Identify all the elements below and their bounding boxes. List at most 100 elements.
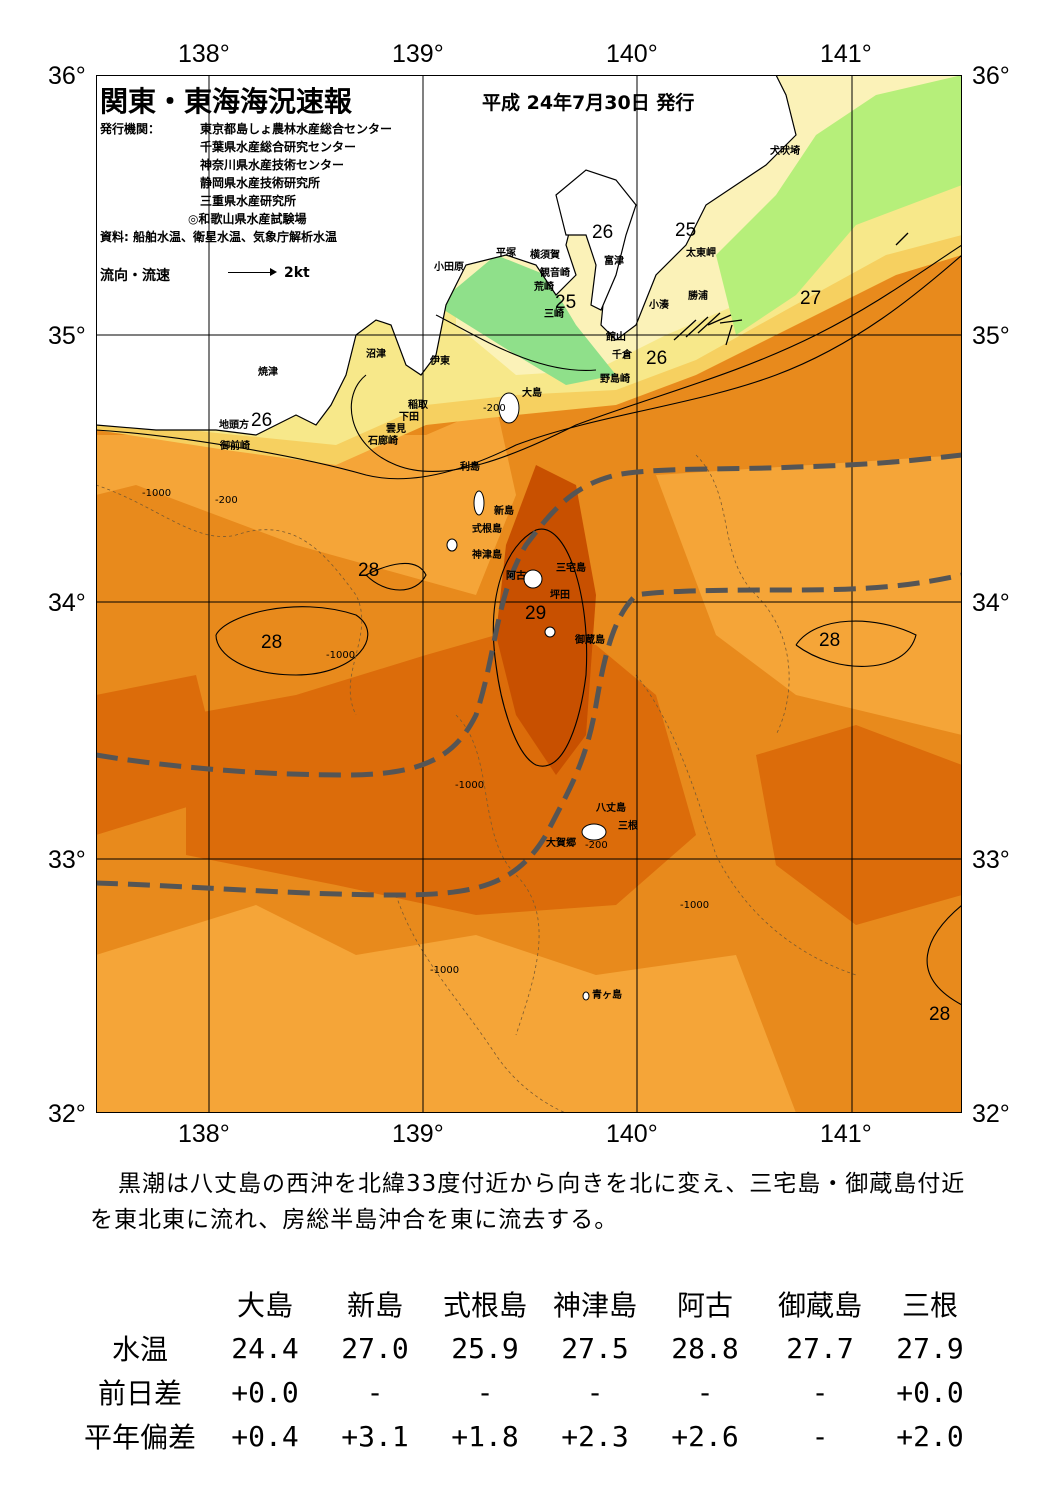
depth-contours xyxy=(95,454,857,1114)
map-canvas xyxy=(95,74,963,1114)
isotherm-label: 28 xyxy=(358,560,380,581)
place-label: 館山 xyxy=(606,332,626,343)
place-label: 八丈島 xyxy=(596,803,626,814)
table-cell: +2.0 xyxy=(896,1419,964,1453)
legend-arrow-head xyxy=(270,268,277,276)
island-hachijojima xyxy=(581,823,607,841)
place-label: 横須賀 xyxy=(530,250,560,261)
station-header: 三根 xyxy=(901,1289,958,1322)
lat-tick: 33° xyxy=(972,846,1010,874)
ocean-28-region-east xyxy=(656,455,962,735)
kuroshio-core xyxy=(496,465,596,775)
sagami-green xyxy=(436,255,616,385)
island-niijima xyxy=(473,490,485,516)
current-arrows xyxy=(673,232,909,346)
isotherm-label: 28 xyxy=(819,630,841,651)
lat-tick: 32° xyxy=(972,1100,1010,1128)
isotherm-label: 29 xyxy=(525,603,547,624)
issue-date: 平成 24年7月30日 発行 xyxy=(482,92,695,114)
isotherm-label: 26 xyxy=(646,348,668,369)
depth-label: -1000 xyxy=(680,900,710,911)
ocean-warm-west xyxy=(96,675,226,835)
place-label: 下田 xyxy=(399,412,419,423)
isotherm-label: 25 xyxy=(555,292,577,313)
lon-tick: 139° xyxy=(392,1120,444,1148)
table-cell: - xyxy=(811,1419,829,1453)
lat-tick: 33° xyxy=(48,846,86,874)
table-row: 平年偏差 +0.4 +3.1 +1.8 +2.3 +2.6 - +2.0 xyxy=(70,1414,980,1458)
table-cell: 24.4 xyxy=(231,1331,299,1365)
issuer: 神奈川県水産技術センター xyxy=(200,158,345,172)
isotherm-label: 27 xyxy=(800,288,822,309)
lon-tick: 138° xyxy=(178,40,230,68)
place-label: 野島崎 xyxy=(600,374,630,385)
issuer: 東京都島しょ農林水産総合センター xyxy=(200,122,393,136)
legend-label: 流向・流速 xyxy=(100,268,170,284)
row-label: 平年偏差 xyxy=(83,1421,196,1454)
place-label: 御前崎 xyxy=(220,441,250,452)
place-label: 御蔵島 xyxy=(575,635,605,646)
place-label: 坪田 xyxy=(550,590,570,601)
place-label: 沼津 xyxy=(366,349,386,360)
place-label: 勝浦 xyxy=(688,291,708,302)
station-header: 新島 xyxy=(346,1289,403,1322)
place-label: 観音崎 xyxy=(540,268,570,279)
ocean-south-light xyxy=(96,905,796,1113)
depth-label: -1000 xyxy=(455,780,485,791)
table-cell: +2.3 xyxy=(561,1419,629,1453)
isotherm-label: 28 xyxy=(929,1004,951,1025)
table-cell: 27.5 xyxy=(561,1331,629,1365)
table-cell: +0.0 xyxy=(231,1375,299,1409)
depth-label: -200 xyxy=(483,403,506,414)
place-label: 式根島 xyxy=(472,524,502,535)
lon-tick: 140° xyxy=(606,1120,658,1148)
map-frame xyxy=(96,75,962,1113)
lon-tick: 139° xyxy=(392,40,444,68)
station-header: 式根島 xyxy=(442,1289,527,1322)
table-cell: - xyxy=(811,1375,829,1409)
place-label: 太東岬 xyxy=(686,248,716,259)
row-label: 水温 xyxy=(111,1333,168,1366)
table-header-row: 大島 新島 式根島 神津島 阿古 御蔵島 三根 xyxy=(70,1282,980,1326)
issuer: 千葉県水産総合研究センター xyxy=(200,140,357,154)
table-cell: 25.9 xyxy=(451,1331,519,1365)
station-header: 阿古 xyxy=(676,1289,733,1322)
table-cell: +3.1 xyxy=(341,1419,409,1453)
table-cell: - xyxy=(586,1375,604,1409)
place-label: 焼津 xyxy=(258,367,278,378)
depth-label: -1000 xyxy=(430,965,460,976)
station-header: 神津島 xyxy=(552,1289,637,1322)
data-source: 資料: 船舶水温、衛星水温、気象庁解析水温 xyxy=(100,230,337,244)
island-aogashima xyxy=(582,991,590,1001)
lat-tick: 35° xyxy=(972,322,1010,350)
place-label: 三崎 xyxy=(544,309,564,320)
place-label: 神津島 xyxy=(472,550,502,561)
lat-tick: 34° xyxy=(48,589,86,617)
table-cell: +2.6 xyxy=(671,1419,739,1453)
place-label: 小湊 xyxy=(649,300,669,311)
table-cell: +1.8 xyxy=(451,1419,519,1453)
depth-label: -1000 xyxy=(142,488,172,499)
place-label: 石廊崎 xyxy=(368,436,398,447)
boso-lime xyxy=(716,75,962,335)
isotherm-label: 28 xyxy=(261,632,283,653)
place-label: 三宅島 xyxy=(556,563,586,574)
station-header: 御蔵島 xyxy=(777,1289,862,1322)
isotherm-label: 26 xyxy=(592,222,614,243)
lon-tick: 141° xyxy=(820,1120,872,1148)
map-title: 関東・東海海況速報 xyxy=(100,85,353,118)
place-label: 稲取 xyxy=(408,400,428,411)
place-label: 荒崎 xyxy=(534,282,554,293)
depth-label: -200 xyxy=(585,840,608,851)
table-cell: 28.8 xyxy=(671,1331,739,1365)
table-cell: - xyxy=(476,1375,494,1409)
place-label: 伊東 xyxy=(430,356,450,367)
table-row: 水温 24.4 27.0 25.9 27.5 28.8 27.7 27.9 xyxy=(70,1326,980,1370)
land-honshu xyxy=(95,74,797,436)
lon-tick: 138° xyxy=(178,1120,230,1148)
ocean-28-region xyxy=(96,405,516,595)
island-mikurajima xyxy=(544,626,556,638)
land-boso xyxy=(555,169,637,311)
place-label: 雲見 xyxy=(386,424,406,435)
isotherm-lines xyxy=(95,244,963,1006)
